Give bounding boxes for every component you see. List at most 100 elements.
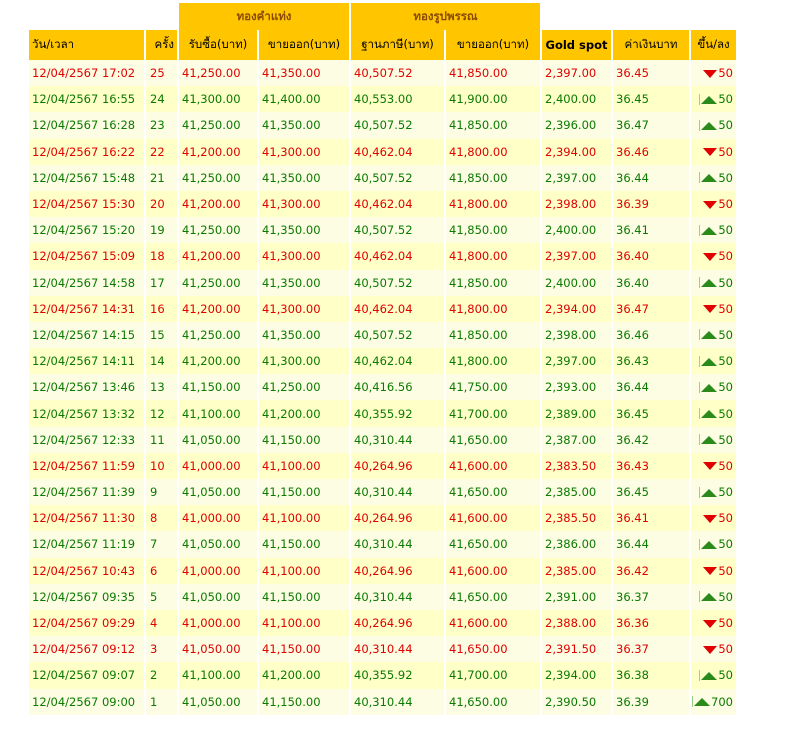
cell-gold-spot: 2,400.00 (542, 86, 611, 113)
cell-date: 12/04/2567 14:15 (29, 321, 144, 349)
table-row: 12/04/2567 16:28 23 41,250.00 41,350.00 40,5… (29, 112, 736, 139)
cell-change: 50 (691, 60, 736, 87)
cell-round: 16 (146, 295, 177, 322)
cell-thb: 36.41 (613, 505, 689, 532)
cell-ornament-sell: 41,650.00 (446, 636, 540, 663)
cell-bar-sell: 41,300.00 (259, 348, 349, 375)
table-row: 12/04/2567 09:07 2 41,100.00 41,200.00 40,35… (29, 662, 736, 689)
cell-gold-spot: 2,398.00 (542, 190, 611, 218)
cell-date: 12/04/2567 16:28 (29, 112, 144, 139)
cell-round: 14 (146, 348, 177, 375)
cell-thb: 36.42 (613, 426, 689, 453)
group-header-gold-ornament: ทองรูปพรรณ (351, 3, 540, 30)
cell-ornament-sell: 41,650.00 (446, 688, 540, 715)
cell-round: 17 (146, 269, 177, 296)
cell-gold-spot: 2,385.50 (542, 505, 611, 532)
table-row: 12/04/2567 16:22 22 41,200.00 41,300.00 40,4… (29, 138, 736, 165)
arrow-up-icon (692, 696, 710, 708)
table-row: 12/04/2567 09:35 5 41,050.00 41,150.00 40,31… (29, 583, 736, 610)
cell-ornament-tax-base: 40,507.52 (351, 60, 444, 87)
column-header-row: วัน/เวลา ครั้ง รับซื้อ(บาท) ขายออก(บาท) … (29, 30, 736, 60)
cell-bar-buy: 41,300.00 (179, 86, 257, 113)
arrow-down-icon (703, 619, 718, 628)
cell-ornament-sell: 41,650.00 (446, 426, 540, 453)
cell-thb: 36.37 (613, 583, 689, 610)
change-value: 50 (718, 118, 733, 133)
cell-ornament-sell: 41,600.00 (446, 505, 540, 532)
table-row: 12/04/2567 15:30 20 41,200.00 41,300.00 40,4… (29, 190, 736, 218)
cell-bar-sell: 41,100.00 (259, 452, 349, 479)
cell-gold-spot: 2,393.00 (542, 374, 611, 401)
table-row: 12/04/2567 09:00 1 41,050.00 41,150.00 40,31… (29, 688, 736, 715)
cell-round: 10 (146, 452, 177, 479)
table-row: 12/04/2567 11:59 10 41,000.00 41,100.00 40,2… (29, 452, 736, 479)
col-header-bar-buy: รับซื้อ(บาท) (179, 30, 257, 60)
change-value: 50 (718, 380, 733, 395)
cell-date: 12/04/2567 14:31 (29, 295, 144, 322)
change-value: 50 (718, 616, 733, 631)
arrow-up-icon (699, 408, 718, 420)
arrow-up-icon (699, 669, 718, 681)
cell-date: 12/04/2567 11:59 (29, 452, 144, 479)
cell-date: 12/04/2567 15:09 (29, 243, 144, 270)
table-row: 12/04/2567 11:30 8 41,000.00 41,100.00 40,26… (29, 505, 736, 532)
col-header-date: วัน/เวลา (29, 30, 144, 60)
change-value: 50 (718, 642, 733, 657)
change-value: 50 (718, 668, 733, 683)
arrow-down-icon (703, 200, 718, 209)
cell-bar-buy: 41,200.00 (179, 190, 257, 218)
cell-bar-buy: 41,000.00 (179, 557, 257, 584)
table-row: 12/04/2567 12:33 11 41,050.00 41,150.00 40,3… (29, 426, 736, 453)
table-row: 12/04/2567 11:39 9 41,050.00 41,150.00 40,31… (29, 479, 736, 506)
cell-ornament-tax-base: 40,264.96 (351, 557, 444, 584)
cell-date: 12/04/2567 14:58 (29, 269, 144, 296)
cell-change: 50 (691, 374, 736, 401)
table-row: 12/04/2567 14:58 17 41,250.00 41,350.00 40,5… (29, 269, 736, 296)
cell-thb: 36.45 (613, 60, 689, 87)
cell-round: 6 (146, 557, 177, 584)
arrow-up-icon (699, 277, 718, 289)
group-header-row: ทองคำแท่ง ทองรูปพรรณ (29, 3, 736, 30)
cell-ornament-sell: 41,800.00 (446, 190, 540, 218)
change-value: 50 (718, 563, 733, 578)
table-row: 12/04/2567 13:46 13 41,150.00 41,250.00 40,4… (29, 374, 736, 401)
cell-change: 50 (691, 112, 736, 139)
cell-bar-sell: 41,150.00 (259, 688, 349, 715)
cell-date: 12/04/2567 11:39 (29, 479, 144, 506)
group-header-blank-right (542, 3, 736, 30)
cell-bar-buy: 41,250.00 (179, 164, 257, 191)
cell-change: 50 (691, 348, 736, 375)
cell-bar-buy: 41,050.00 (179, 688, 257, 715)
cell-thb: 36.45 (613, 479, 689, 506)
change-value: 700 (711, 694, 733, 709)
cell-change: 50 (691, 557, 736, 584)
cell-gold-spot: 2,385.00 (542, 557, 611, 584)
cell-ornament-tax-base: 40,462.04 (351, 138, 444, 165)
cell-gold-spot: 2,390.50 (542, 688, 611, 715)
cell-ornament-tax-base: 40,310.44 (351, 583, 444, 610)
cell-bar-buy: 41,100.00 (179, 662, 257, 689)
cell-gold-spot: 2,394.00 (542, 138, 611, 165)
cell-ornament-sell: 41,850.00 (446, 217, 540, 244)
cell-bar-buy: 41,050.00 (179, 479, 257, 506)
cell-thb: 36.42 (613, 557, 689, 584)
cell-change: 50 (691, 138, 736, 165)
change-value: 50 (718, 432, 733, 447)
cell-date: 12/04/2567 11:30 (29, 505, 144, 532)
table-row: 12/04/2567 11:19 7 41,050.00 41,150.00 40,31… (29, 531, 736, 558)
table-row: 12/04/2567 15:48 21 41,250.00 41,350.00 40,5… (29, 164, 736, 191)
cell-gold-spot: 2,400.00 (542, 269, 611, 296)
cell-round: 7 (146, 531, 177, 558)
cell-date: 12/04/2567 10:43 (29, 557, 144, 584)
cell-ornament-tax-base: 40,462.04 (351, 348, 444, 375)
arrow-down-icon (703, 462, 718, 471)
change-value: 50 (718, 197, 733, 212)
cell-gold-spot: 2,387.00 (542, 426, 611, 453)
cell-date: 12/04/2567 16:22 (29, 138, 144, 165)
cell-bar-buy: 41,150.00 (179, 374, 257, 401)
cell-date: 12/04/2567 15:30 (29, 190, 144, 218)
cell-gold-spot: 2,397.00 (542, 243, 611, 270)
cell-round: 3 (146, 636, 177, 663)
change-value: 50 (718, 92, 733, 107)
cell-change: 50 (691, 217, 736, 244)
